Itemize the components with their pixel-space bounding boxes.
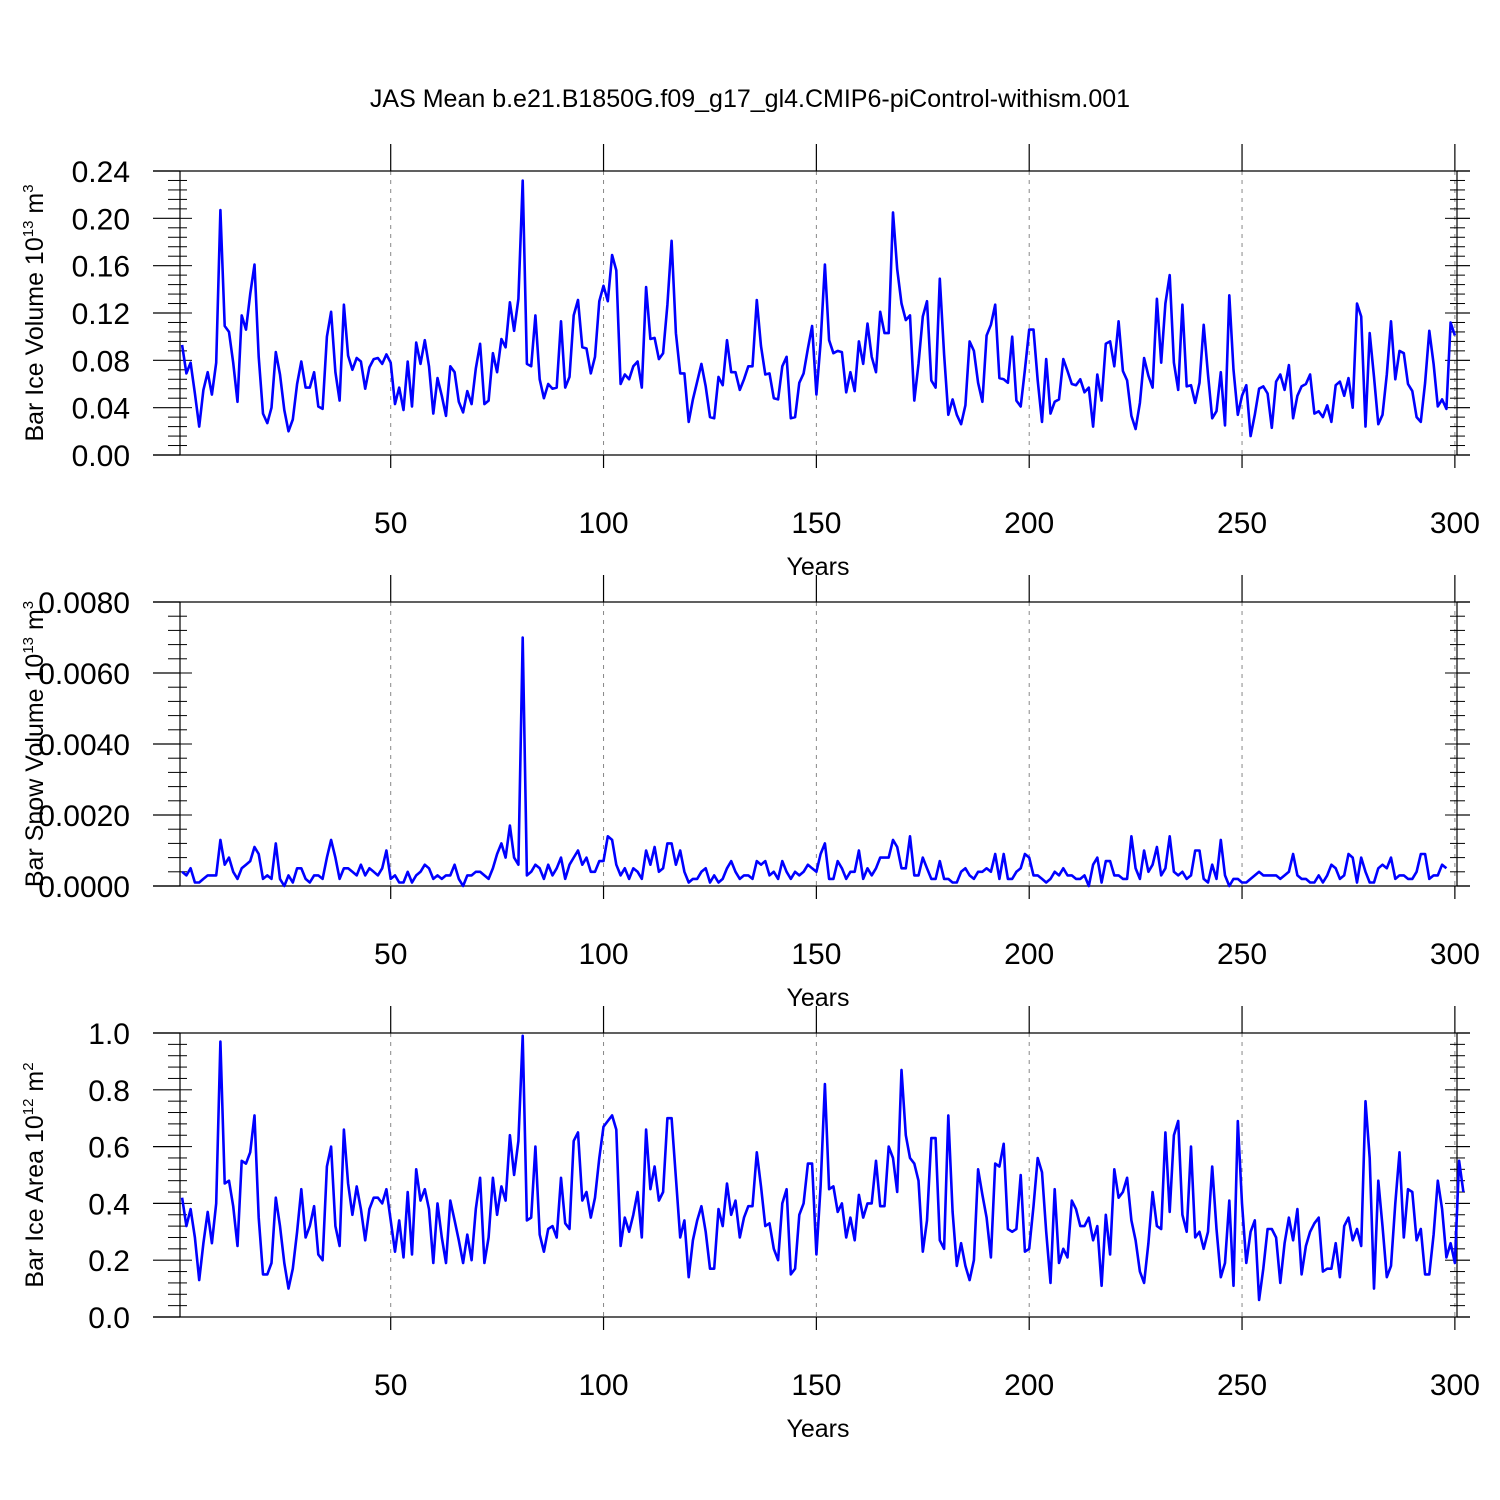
x-tick-label: 250 xyxy=(1217,1369,1267,1402)
y-axis-label: Bar Ice Volume 1013 m3 xyxy=(20,184,49,441)
data-series-line xyxy=(180,179,1457,438)
y-tick-label: 0.0 xyxy=(88,1302,130,1335)
x-tick-label: 300 xyxy=(1430,938,1480,971)
panel-2: 0.0000 0.0020 0.0040 0.0060 0.0080 50 100 150 20… xyxy=(20,575,1480,1012)
y-tick-label: 0.6 xyxy=(88,1132,130,1165)
y-tick-label: 0.8 xyxy=(88,1075,130,1108)
x-tick-label: 50 xyxy=(374,507,407,540)
x-tick-label: 200 xyxy=(1004,507,1054,540)
y-tick-label: 0.4 xyxy=(88,1188,130,1221)
x-axis-label: Years xyxy=(786,553,849,581)
y-tick-label: 0.04 xyxy=(72,393,130,426)
panel-1: 0.00 0.04 0.08 0.12 0.16 0.20 0.24 50 100 150 200 2… xyxy=(20,144,1480,581)
y-tick-label: 0.24 xyxy=(72,156,130,189)
figure-title: JAS Mean b.e21.B1850G.f09_g17_gl4.CMIP6-… xyxy=(370,85,1130,113)
x-tick-label: 50 xyxy=(374,1369,407,1402)
x-tick-label: 100 xyxy=(579,1369,629,1402)
y-tick-label: 0.0040 xyxy=(38,729,130,762)
x-tick-label: 150 xyxy=(791,507,841,540)
y-tick-label: 0.08 xyxy=(72,345,130,378)
data-series-line xyxy=(181,636,1448,888)
y-axis-label: Bar Snow Volume 1013 m3 xyxy=(20,601,49,887)
y-tick-label: 0.0060 xyxy=(38,658,130,691)
panels-group: 0.00 0.04 0.08 0.12 0.16 0.20 0.24 50 100 150 200 2… xyxy=(20,144,1480,1443)
x-tick-label: 200 xyxy=(1004,1369,1054,1402)
y-tick-label: 0.0000 xyxy=(38,871,130,904)
x-tick-label: 50 xyxy=(374,938,407,971)
x-tick-label: 250 xyxy=(1217,507,1267,540)
y-axis-label: Bar Ice Area 1012 m2 xyxy=(20,1062,49,1287)
y-tick-label: 0.0080 xyxy=(38,587,130,620)
x-axis-label: Years xyxy=(786,1415,849,1443)
x-tick-label: 150 xyxy=(791,1369,841,1402)
x-tick-label: 150 xyxy=(791,938,841,971)
x-tick-label: 100 xyxy=(579,507,629,540)
x-tick-label: 200 xyxy=(1004,938,1054,971)
y-tick-label: 0.16 xyxy=(72,251,130,284)
x-axis-label: Years xyxy=(786,984,849,1012)
y-tick-label: 1.0 xyxy=(88,1018,130,1051)
y-tick-label: 0.20 xyxy=(72,203,130,236)
panel-3: 0.0 0.2 0.4 0.6 0.8 1.0 50 100 150 200 250 300 Years… xyxy=(20,1006,1480,1443)
x-tick-label: 300 xyxy=(1430,507,1480,540)
x-tick-label: 300 xyxy=(1430,1369,1480,1402)
x-tick-label: 100 xyxy=(579,938,629,971)
data-series-line xyxy=(180,1034,1465,1302)
x-tick-label: 250 xyxy=(1217,938,1267,971)
y-tick-label: 0.00 xyxy=(72,440,130,473)
y-tick-label: 0.2 xyxy=(88,1245,130,1278)
y-tick-label: 0.12 xyxy=(72,298,130,331)
y-tick-label: 0.0020 xyxy=(38,800,130,833)
